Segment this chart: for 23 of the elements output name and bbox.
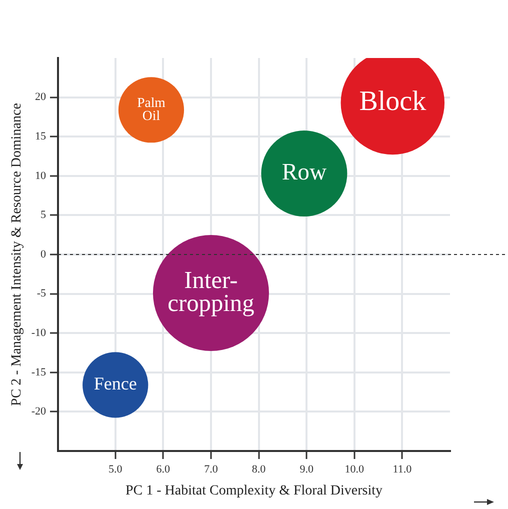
y-tick-label: 10 [35,170,46,182]
x-tick-label: 7.0 [204,463,218,476]
series-label: Inter-cropping [168,266,254,317]
y-tick-label: 0 [40,248,46,260]
series-label: Fence [94,374,137,394]
x-tick-label: 11.0 [392,463,412,476]
y-tick-label: -5 [36,288,46,300]
series-label: Palm Oil [137,94,166,124]
y-tick-label: 5 [40,209,46,222]
x-tick-label: 8.0 [252,463,266,476]
y-tick-label: 20 [35,91,46,104]
y-axis-title: PC 2 - Management Intensity & Resource Dominance [10,103,25,406]
x-axis-title: PC 1 - Habitat Complexity & Floral Diversity [125,483,383,498]
x-tick-label: 9.0 [300,463,314,476]
x-tick-label: 5.0 [108,463,123,476]
y-tick-label: -15 [31,366,46,378]
y-tick-label: 15 [35,130,46,142]
series-label: Row [282,160,327,186]
y-tick-label: -20 [31,406,46,418]
x-tick-label: 6.0 [156,463,171,476]
x-tick-label: 10.0 [344,463,365,476]
series-label: Block [359,86,426,118]
y-tick-label: -10 [31,326,46,339]
